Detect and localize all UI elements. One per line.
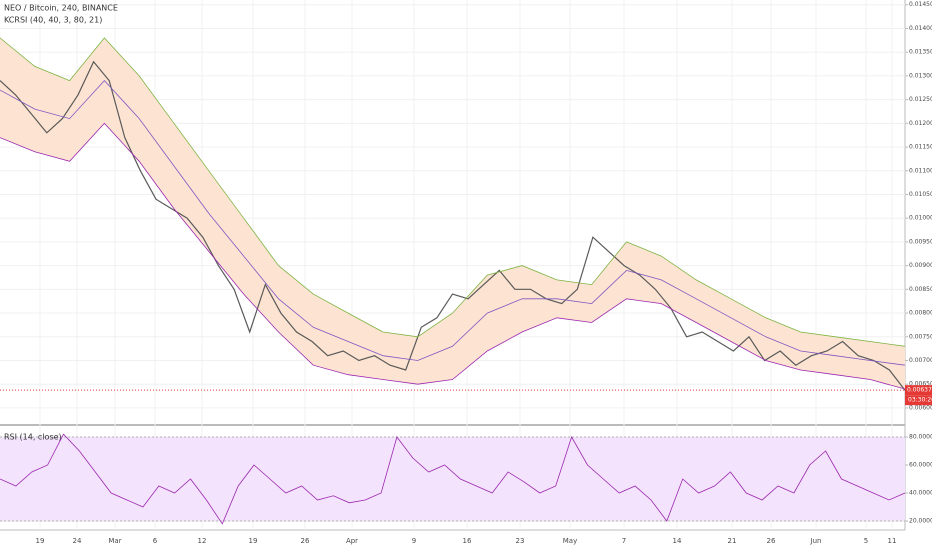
- y-tick-label: 0.014500: [909, 1, 932, 8]
- x-tick-label: 19: [249, 537, 258, 545]
- x-tick-label: 19: [36, 537, 45, 545]
- indicator-title: KCRSI (40, 40, 3, 80, 21): [4, 16, 102, 25]
- x-tick-label: 7: [622, 537, 626, 545]
- series-line: [0, 433, 906, 525]
- x-tick-label: 21: [728, 537, 737, 545]
- channel-fill: [0, 37, 905, 389]
- series-line: [0, 80, 906, 366]
- x-tick-label: 12: [198, 537, 207, 545]
- series-line: [0, 122, 906, 390]
- countdown-box: [905, 395, 932, 406]
- x-tick-label: 16: [463, 537, 472, 545]
- series-line: [0, 37, 906, 347]
- x-tick-label: 6: [153, 537, 158, 545]
- x-tick-label: 9: [412, 537, 416, 545]
- x-tick-label: 23: [516, 537, 525, 545]
- x-tick-label: 24: [73, 537, 82, 545]
- marks: [0, 37, 906, 525]
- last-price-label: 0.006374: [907, 387, 932, 394]
- x-tick-label: May: [563, 537, 577, 545]
- countdown-label: 03:30:20: [908, 397, 932, 404]
- x-tick-label: 14: [673, 537, 682, 545]
- x-tick-label: 26: [301, 537, 310, 545]
- y-tick-label: 20.0000: [909, 518, 932, 525]
- x-tick-label: 26: [767, 537, 776, 545]
- x-tick-label: Mar: [108, 537, 121, 545]
- series-line: [0, 60, 906, 391]
- chart-title: NEO / Bitcoin, 240, BINANCE: [4, 4, 118, 13]
- x-tick-label: 5: [864, 537, 868, 545]
- last-price-box: [905, 385, 932, 396]
- y-tick-label: 60.0000: [909, 462, 932, 469]
- x-tick-label: Jun: [810, 537, 822, 545]
- rsi-title: RSI (14, close): [4, 433, 62, 442]
- x-tick-label: Apr: [346, 537, 358, 545]
- y-tick-label: 40.0000: [909, 490, 932, 497]
- rsi-band: [0, 437, 905, 522]
- y-tick-label: 80.0000: [909, 434, 932, 441]
- x-tick-label: 11: [888, 537, 897, 545]
